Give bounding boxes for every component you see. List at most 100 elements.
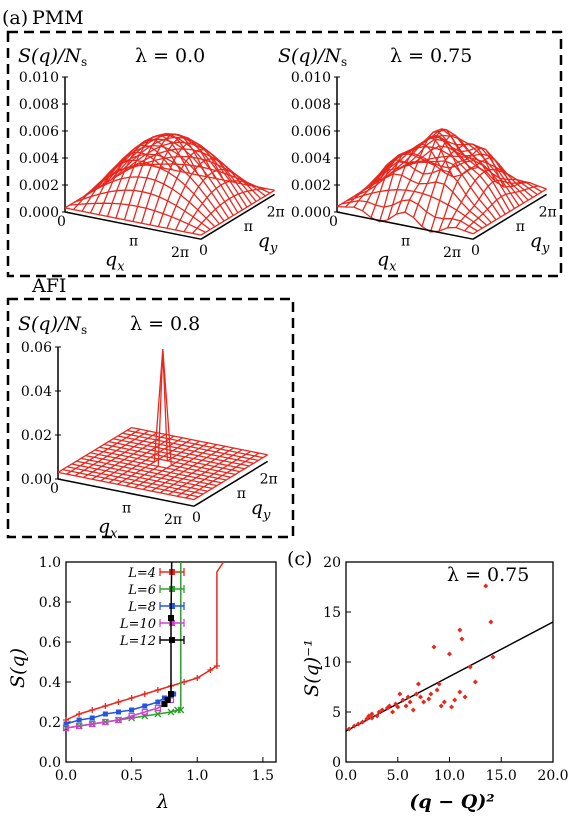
data-point [207,667,214,673]
qx-axis-line [64,211,202,240]
scatter-point [364,716,370,722]
data-point [89,715,95,721]
qx-sub: x [389,260,397,275]
legend-marker [169,620,175,626]
z-tick-label: 0.002 [19,178,59,194]
scatter-point [488,619,494,625]
z-tick-label: 0.000 [291,205,331,221]
scatter-point [395,704,401,710]
scatter-point [390,709,396,715]
x-tick-label: 1.0 [186,768,208,784]
qy-2pi: 2π [260,471,278,487]
x-tick-label: 5.0 [387,768,409,784]
chart-c-ylabel: S(q)⁻¹ [301,639,323,697]
data-point [155,699,161,705]
scatter-point [403,703,409,709]
data-point [63,721,69,727]
data-point [102,703,109,709]
legend-label: L=8 [127,600,156,615]
mesh-line [131,426,268,456]
qx-2pi: 2π [171,245,189,261]
scatter-point [457,689,463,695]
qy-pi: π [244,219,253,235]
y-tick-label: 0.6 [39,635,61,651]
qx-label: qx [377,249,397,275]
chart-c: (c) λ = 0.75 S(q)⁻¹ (q − Q)² 0.0 5.0 10.0 1… [287,548,569,813]
zlabel-2: S(q)/Ns [278,45,347,69]
qx-sub: x [117,260,125,275]
mesh-line [133,163,271,194]
qx-sub: x [110,527,118,542]
mesh-line [103,443,241,473]
zlabel-3: S(q)/Ns [18,313,87,337]
zlabel-1: S(q)/Ns [18,45,87,69]
data-point [102,718,109,726]
scatter-point [379,707,385,713]
mesh-line [341,199,478,232]
scatter-point [449,704,455,710]
y-tick-label: 0.2 [39,715,61,731]
mesh-line [69,202,206,233]
qy-sub: y [269,241,278,256]
z-tick-label: 0.002 [291,178,331,194]
chart-b-xlabel: λ [156,791,169,813]
legend-label: L=4 [127,566,156,581]
surface-axes-1: 0 π 2π 0 π 2π qx qy [57,193,285,275]
scatter-point [376,709,382,715]
z-tick-label: 0.02 [21,428,52,444]
scatter-point [452,697,458,703]
y-tick-label: 1.0 [39,555,61,571]
afi-box [6,297,295,539]
mesh-line [122,432,259,462]
legend-marker [169,603,175,609]
z-tick-label: 0.004 [291,151,331,167]
scatter-point [410,707,416,713]
surface-axes-2: 0 π 2π 0 π 2π qx qy [329,193,557,275]
data-point [154,710,162,718]
x-tick-label: 15.0 [486,768,517,784]
surface-mesh-3 [57,349,268,501]
scatter-point [418,694,424,700]
qy-axis-line [472,193,547,240]
zticks-2: 0.010 0.008 0.006 0.004 0.002 0.000 [291,70,340,221]
scatter-point [462,694,468,700]
mesh-line [108,440,245,470]
z-tick-label: 0.04 [21,384,52,400]
qy-sub: y [262,508,271,523]
qx-2pi: 2π [443,245,461,261]
mesh-line [126,429,264,459]
data-point [154,704,161,712]
data-point [168,615,174,621]
scatter-point [472,679,478,685]
data-point [141,691,148,697]
qy-sub: y [541,241,550,256]
scatter-point [374,713,380,719]
qx-axis-line [336,211,474,240]
y-tick-label: 15 [323,605,341,621]
surface-plot-2: S(q)/Ns λ = 0.75 0.0100.0080.0060.0040.0… [278,45,557,275]
z-tick-label: 0.010 [291,70,331,86]
scatter-point [428,691,434,697]
mesh-line [410,161,547,190]
mesh-line [76,460,213,490]
qy-axis-line [200,193,275,240]
scatter-point [393,701,399,707]
data-point [168,691,174,697]
mesh-line [373,128,511,212]
qx-zero: 0 [50,481,59,497]
data-point [89,720,96,728]
mesh-line [57,471,195,501]
qy-2pi: 2π [267,204,285,220]
qy-label: qy [251,497,271,523]
pmm-phase-label: PMM [32,7,84,29]
lambda-label-1: λ = 0.0 [135,45,205,67]
qx-axis-line [57,478,195,507]
chart-b: S(q) λ 0.0 0.5 1.0 1.5 0.0 0.2 0.4 0.6 0.8 1.0 L=4… [7,555,277,813]
scatter-point [441,699,447,705]
mesh-line [355,160,492,224]
qx-pi: π [129,234,138,250]
z-tick-label: 0.06 [21,340,52,356]
scatter-point [397,691,403,697]
surface-plot-1: S(q)/Ns λ = 0.0 0.010 0.008 0.006 0.004 0.00… [18,45,285,275]
data-point [76,711,83,717]
